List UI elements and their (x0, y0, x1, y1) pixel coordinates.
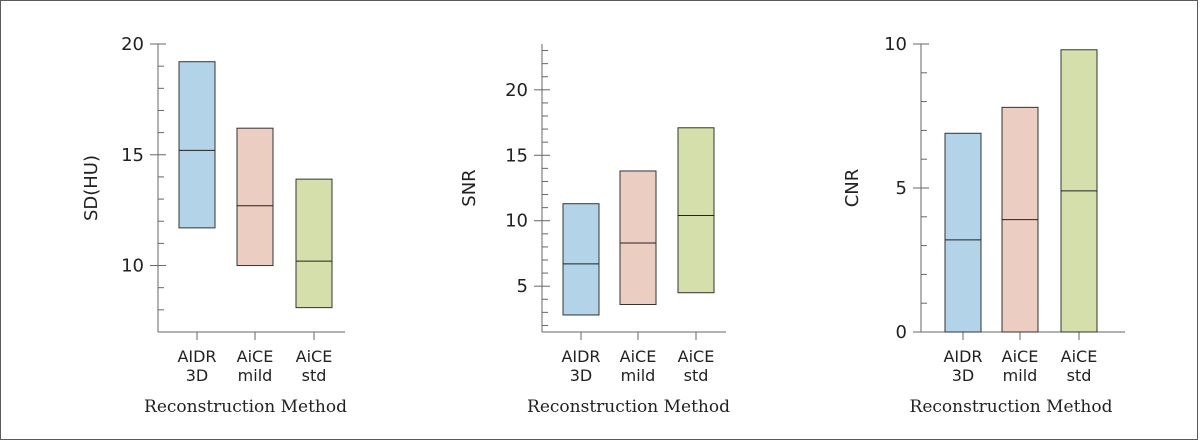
panel3-category-label: AIDR (943, 347, 982, 366)
panel1-tick-label: 10 (121, 256, 144, 277)
panel2-tick-label: 20 (505, 80, 528, 101)
panel2-box-aice-mild (619, 170, 657, 306)
panel3-category-label: mild (1003, 366, 1038, 385)
panel2-tick-label: 15 (505, 145, 528, 166)
panel1-y-axis-title: SD(HU) (81, 155, 102, 221)
panel2-category-label: mild (621, 366, 656, 385)
panel2-category-label: AiCE (678, 347, 715, 366)
panel1-category-label: AiCE (237, 347, 274, 366)
panel2-box-aice-std (677, 127, 715, 294)
panel2-tick-label: 5 (517, 276, 528, 297)
panel1-category-label: std (302, 366, 327, 385)
panel3-category-label: 3D (952, 366, 975, 385)
panel1-category-label: AiCE (296, 347, 333, 366)
panel3-tick-label: 5 (896, 178, 907, 199)
panel3-category-label: AiCE (1002, 347, 1039, 366)
panel3-box-aidr-3d (944, 132, 982, 333)
panel3-x-axis-title: Reconstruction Method (910, 397, 1113, 417)
panel1-category-label: 3D (186, 366, 209, 385)
panel3-y-axis-title: CNR (842, 169, 863, 208)
panel2-category-label: 3D (570, 366, 593, 385)
panel1-box-aice-mild (236, 127, 274, 267)
panel3-category-label: AiCE (1061, 347, 1098, 366)
panel2-tick-label: 10 (505, 211, 528, 232)
panel1-tick-label: 20 (121, 34, 144, 55)
panel2-box-aidr-3d (562, 203, 600, 316)
panel2-category-label: std (684, 366, 709, 385)
panel1-category-label: mild (238, 366, 273, 385)
panel2-x-axis-title: Reconstruction Method (527, 397, 730, 417)
panel3-tick-label: 10 (884, 34, 907, 55)
panel1-box-aice-std (295, 178, 333, 309)
panel3-tick-label: 0 (896, 322, 907, 343)
panel1-tick-label: 15 (121, 145, 144, 166)
panel1-x-axis-title: Reconstruction Method (144, 397, 347, 417)
panel2-category-label: AIDR (561, 347, 600, 366)
panel1-box-aidr-3d (178, 61, 216, 229)
panel2-y-axis-title: SNR (459, 169, 480, 206)
panel1-category-label: AIDR (177, 347, 216, 366)
panel3-category-label: std (1067, 366, 1092, 385)
panel2-category-label: AiCE (620, 347, 657, 366)
